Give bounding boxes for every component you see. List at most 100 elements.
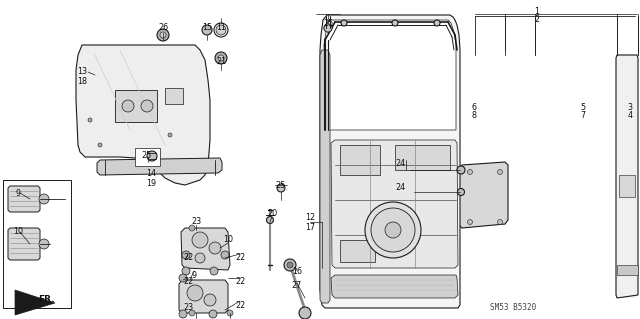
Bar — [115, 90, 157, 122]
Text: SM53 B5320: SM53 B5320 — [490, 303, 536, 313]
Text: 13: 13 — [77, 68, 87, 77]
Text: 15: 15 — [202, 23, 212, 32]
Circle shape — [277, 184, 285, 192]
Circle shape — [218, 55, 224, 61]
Text: 26: 26 — [158, 23, 168, 32]
Bar — [165, 88, 183, 104]
Polygon shape — [179, 280, 228, 313]
Circle shape — [467, 169, 472, 174]
Circle shape — [434, 20, 440, 26]
Circle shape — [385, 222, 401, 238]
Circle shape — [341, 20, 347, 26]
Text: 11: 11 — [216, 23, 226, 32]
Bar — [3, 180, 71, 308]
Polygon shape — [8, 186, 40, 212]
Polygon shape — [15, 290, 55, 315]
Text: 10: 10 — [223, 235, 233, 244]
Circle shape — [189, 310, 195, 316]
Text: 2: 2 — [534, 16, 540, 25]
Text: 25: 25 — [323, 19, 333, 27]
Circle shape — [122, 100, 134, 112]
Text: 16: 16 — [292, 266, 302, 276]
Polygon shape — [97, 158, 222, 175]
Circle shape — [209, 310, 217, 318]
Text: 22: 22 — [235, 300, 245, 309]
Circle shape — [182, 267, 190, 275]
Polygon shape — [331, 140, 458, 268]
Circle shape — [88, 118, 92, 122]
Text: 23: 23 — [191, 218, 201, 226]
Circle shape — [216, 25, 226, 35]
Text: 22: 22 — [235, 278, 245, 286]
Bar — [617, 265, 638, 275]
Circle shape — [98, 143, 102, 147]
Polygon shape — [324, 20, 456, 130]
Circle shape — [39, 239, 49, 249]
Circle shape — [204, 294, 216, 306]
Text: 10: 10 — [13, 227, 23, 236]
Bar — [340, 145, 380, 175]
Circle shape — [284, 259, 296, 271]
Text: 25: 25 — [275, 181, 285, 189]
Circle shape — [371, 208, 415, 252]
Circle shape — [195, 253, 205, 263]
Text: 22: 22 — [183, 254, 193, 263]
Circle shape — [365, 202, 421, 258]
Circle shape — [141, 100, 153, 112]
Bar — [135, 148, 160, 166]
Polygon shape — [320, 50, 330, 303]
Text: 9: 9 — [191, 271, 196, 279]
Circle shape — [192, 232, 208, 248]
Circle shape — [227, 310, 233, 316]
Polygon shape — [616, 55, 638, 298]
Circle shape — [324, 24, 332, 32]
Circle shape — [392, 20, 398, 26]
Circle shape — [187, 285, 203, 301]
Text: 14: 14 — [146, 169, 156, 179]
Circle shape — [458, 189, 465, 196]
Circle shape — [179, 274, 187, 282]
Bar — [340, 240, 375, 262]
Polygon shape — [459, 162, 508, 228]
Text: 12: 12 — [305, 213, 315, 222]
Polygon shape — [331, 275, 458, 298]
Circle shape — [147, 151, 157, 161]
Circle shape — [210, 267, 218, 275]
Circle shape — [189, 225, 195, 231]
Text: 24: 24 — [395, 159, 405, 167]
Text: 8: 8 — [472, 112, 477, 121]
Circle shape — [209, 242, 221, 254]
Text: 21: 21 — [216, 57, 226, 66]
Polygon shape — [181, 228, 230, 270]
Circle shape — [287, 262, 293, 268]
Text: FR.: FR. — [38, 295, 54, 305]
Circle shape — [168, 133, 172, 137]
Text: 18: 18 — [77, 77, 87, 85]
Circle shape — [467, 219, 472, 225]
Circle shape — [39, 194, 49, 204]
Text: 6: 6 — [472, 103, 477, 113]
Bar — [395, 145, 450, 170]
Text: 7: 7 — [580, 112, 586, 121]
Circle shape — [324, 24, 332, 32]
Circle shape — [160, 32, 166, 38]
Circle shape — [157, 29, 169, 41]
Text: 20: 20 — [267, 209, 277, 218]
Circle shape — [299, 307, 311, 319]
Circle shape — [182, 251, 190, 259]
Text: 3: 3 — [627, 103, 632, 113]
Circle shape — [202, 25, 212, 35]
Text: 17: 17 — [305, 222, 315, 232]
Circle shape — [497, 219, 502, 225]
Text: 19: 19 — [146, 179, 156, 188]
Polygon shape — [320, 15, 460, 308]
Text: 23: 23 — [183, 302, 193, 311]
Circle shape — [179, 310, 187, 318]
Circle shape — [221, 251, 229, 259]
Polygon shape — [8, 228, 40, 260]
Circle shape — [457, 166, 465, 174]
Text: 24: 24 — [395, 183, 405, 192]
Circle shape — [266, 217, 273, 224]
Text: 25: 25 — [142, 151, 152, 160]
Text: 1: 1 — [534, 8, 540, 17]
